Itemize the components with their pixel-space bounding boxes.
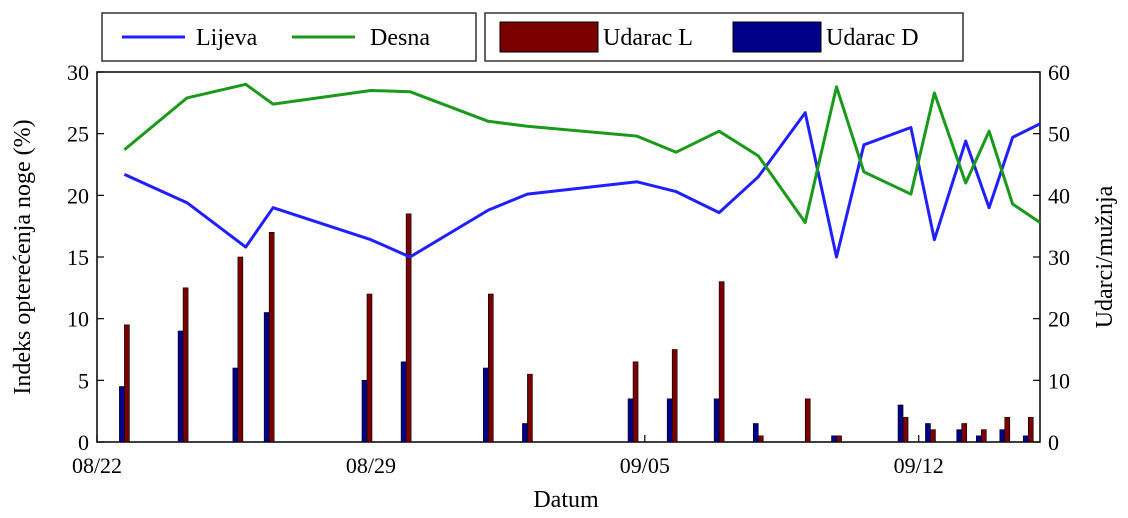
legend-label-desna: Desna: [370, 25, 430, 51]
legend-swatch-udarac-l: [499, 21, 599, 53]
x-tick-label: 08/29: [346, 453, 396, 478]
bar-udarac-d: [831, 435, 837, 443]
bar-udarac-l: [237, 256, 244, 443]
bar-udarac-l: [405, 213, 412, 443]
bar-udarac-l: [366, 293, 373, 443]
bar-udarac-l: [1027, 417, 1034, 443]
y-right-tick-label: 60: [1048, 60, 1070, 85]
bar-udarac-d: [1022, 435, 1029, 443]
bar-udarac-l: [632, 361, 639, 443]
y-right-ticks: 0 10 20 30 40 50 60: [1033, 60, 1070, 455]
bar-udarac-l: [804, 398, 811, 443]
y-right-tick-label: 30: [1048, 245, 1070, 270]
bar-udarac-l: [757, 435, 764, 443]
bars: [119, 213, 1034, 443]
bar-udarac-l: [124, 324, 130, 443]
y-left-tick-label: 0: [78, 430, 89, 455]
bar-udarac-d: [956, 429, 963, 443]
y-left-tick-label: 5: [78, 368, 89, 393]
bar-udarac-d: [666, 398, 673, 443]
y-left-tick-label: 30: [67, 60, 89, 85]
bar-udarac-l: [902, 417, 909, 443]
x-ticks: 08/22 08/29 09/05 09/12: [72, 435, 944, 478]
y-right-tick-label: 40: [1048, 183, 1070, 208]
bar-udarac-l: [1004, 417, 1011, 443]
bar-udarac-d: [976, 435, 982, 443]
y-left-ticks: 0 5 10 15 20 25 30: [67, 60, 104, 455]
legend-label-udarac-l: Udarac L: [603, 25, 693, 51]
y-right-tick-label: 20: [1048, 307, 1070, 332]
bar-udarac-l: [268, 232, 275, 443]
bar-udarac-d: [400, 361, 407, 443]
bar-udarac-l: [836, 435, 842, 443]
bar-udarac-l: [981, 429, 987, 443]
y-right-tick-label: 50: [1048, 122, 1070, 147]
bar-udarac-l: [671, 349, 678, 443]
bar-udarac-d: [925, 423, 931, 443]
bar-udarac-d: [627, 398, 634, 443]
bar-udarac-d: [713, 398, 720, 443]
bar-udarac-d: [752, 423, 759, 443]
bar-udarac-l: [182, 287, 189, 443]
bar-udarac-d: [361, 380, 368, 443]
bar-udarac-d: [177, 330, 184, 443]
y-left-tick-label: 20: [67, 183, 89, 208]
bar-udarac-d: [999, 429, 1006, 443]
y-left-tick-label: 10: [67, 307, 89, 332]
bar-udarac-l: [527, 373, 533, 443]
bar-udarac-d: [263, 312, 270, 443]
bar-udarac-l: [718, 281, 725, 443]
x-tick-label: 09/12: [894, 453, 944, 478]
x-tick-label: 08/22: [72, 453, 122, 478]
legend-label-lijeva: Lijeva: [196, 25, 258, 51]
legend-lines: Lijeva Desna: [101, 12, 477, 62]
y-right-tick-label: 0: [1048, 430, 1059, 455]
series-line-lijeva: [123, 111, 1041, 259]
bar-udarac-d: [232, 367, 239, 443]
legend-swatch-udarac-d: [732, 21, 822, 53]
bar-udarac-d: [522, 423, 528, 443]
y-left-tick-label: 25: [67, 122, 89, 147]
legend-label-udarac-d: Udarac D: [826, 25, 919, 51]
bar-udarac-l: [930, 429, 936, 443]
y-left-axis-label: Indeks opterećenja noge (%): [10, 119, 36, 394]
bar-udarac-l: [961, 423, 968, 443]
x-tick-label: 09/05: [620, 453, 670, 478]
y-left-tick-label: 15: [67, 245, 89, 270]
bar-udarac-l: [487, 293, 494, 443]
bar-udarac-d: [482, 367, 489, 443]
lines: [123, 82, 1041, 259]
legend-bars: Udarac L Udarac D: [484, 12, 964, 62]
bar-udarac-d: [897, 404, 904, 443]
y-right-axis-label: Udarci/mužnja: [1092, 185, 1118, 328]
y-right-tick-label: 10: [1048, 368, 1070, 393]
x-axis-label: Datum: [533, 487, 599, 513]
bar-udarac-d: [119, 386, 125, 443]
series-line-desna: [123, 82, 1041, 224]
